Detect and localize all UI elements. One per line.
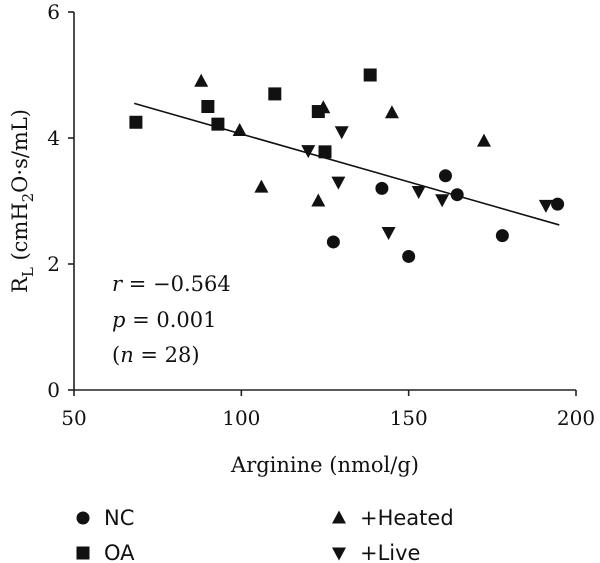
y-tick-label: 0 — [47, 378, 60, 402]
n-value-label: (n = 28) — [112, 343, 200, 367]
point-heated — [311, 193, 326, 207]
point-nc — [438, 169, 452, 183]
point-live — [411, 186, 426, 200]
point-live — [334, 126, 349, 140]
point-oa — [363, 68, 377, 82]
trendline — [134, 102, 560, 226]
legend-marker-live — [332, 547, 346, 561]
point-live — [435, 194, 450, 208]
data-points — [129, 68, 565, 263]
point-nc — [450, 188, 464, 202]
legend-label-nc: NC — [104, 506, 134, 530]
x-tick-label: 150 — [390, 406, 428, 430]
point-oa — [201, 100, 215, 113]
point-nc — [551, 197, 565, 211]
legend-label-oa: OA — [104, 541, 135, 563]
point-heated — [194, 73, 209, 87]
point-live — [381, 227, 396, 240]
point-nc — [375, 181, 389, 195]
point-heated — [316, 100, 331, 114]
x-axis-title: Arginine (nmol/g) — [230, 453, 419, 477]
p-value-label: p = 0.001 — [112, 308, 217, 332]
point-heated — [384, 105, 399, 119]
y-tick-label: 4 — [47, 126, 60, 150]
legend-label-live: +Live — [360, 541, 420, 563]
point-live — [331, 176, 346, 190]
legend-marker-oa — [76, 546, 90, 560]
y-axis-title: RL (cmH2O·s/mL) — [8, 109, 37, 293]
point-nc — [495, 229, 509, 243]
x-tick-label: 200 — [557, 406, 595, 430]
x-tick-label: 50 — [61, 406, 86, 430]
tick-labels: 0 2 4 6 50 100 150 200 — [47, 0, 595, 430]
point-oa — [129, 115, 143, 129]
point-oa — [318, 145, 332, 159]
point-nc — [326, 235, 340, 249]
point-heated — [232, 122, 247, 136]
legend-marker-nc — [76, 511, 90, 525]
point-heated — [254, 179, 269, 193]
r-value-label: r = −0.564 — [112, 272, 231, 296]
legend: NC OA +Heated +Live — [76, 506, 454, 563]
stats-annotation: r = −0.564 p = 0.001 (n = 28) — [112, 272, 231, 367]
point-heated — [476, 133, 491, 147]
legend-marker-heated — [332, 510, 346, 524]
y-tick-label: 6 — [47, 0, 60, 24]
point-oa — [268, 87, 282, 101]
point-live — [301, 145, 316, 159]
point-live — [538, 199, 553, 213]
point-oa — [211, 117, 225, 131]
ticks — [68, 11, 577, 396]
x-tick-label: 100 — [222, 406, 260, 430]
axes — [73, 12, 576, 391]
y-tick-label: 2 — [47, 252, 60, 276]
point-nc — [402, 249, 416, 263]
legend-label-heated: +Heated — [360, 506, 454, 530]
